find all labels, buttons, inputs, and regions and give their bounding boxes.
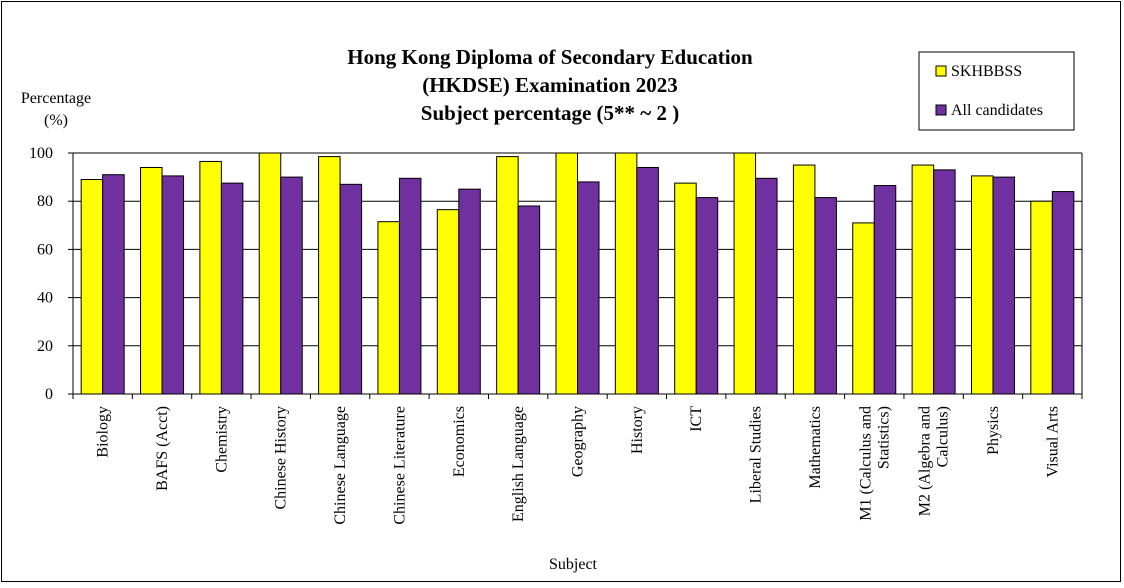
x-category-label-line: Chinese History xyxy=(273,406,290,510)
x-category-label-line: BAFS (Acct) xyxy=(154,406,171,491)
x-category-label-line: Biology xyxy=(95,406,112,458)
x-category-label: Chinese Literature xyxy=(391,406,408,525)
x-category-label: M2 (Algebra and Calculus) xyxy=(917,406,952,516)
x-category-label: History xyxy=(629,406,646,454)
bar xyxy=(577,181,600,395)
bar xyxy=(1051,191,1075,395)
chart-title-line: Subject percentage (5** ~ 2 ) xyxy=(421,101,679,125)
legend-swatch xyxy=(935,65,947,77)
bar xyxy=(517,205,541,395)
bar xyxy=(436,209,460,395)
bar xyxy=(398,177,422,395)
x-category-label: BAFS (Acct) xyxy=(154,406,171,491)
bar xyxy=(674,182,697,395)
bar xyxy=(992,176,1015,395)
bar xyxy=(933,169,956,395)
x-category-label-line: Chinese Language xyxy=(332,406,349,525)
bar xyxy=(496,156,519,395)
chart-title-line: Hong Kong Diploma of Secondary Education xyxy=(347,45,753,69)
y-tick-label: 20 xyxy=(37,338,53,355)
y-tick-label: 80 xyxy=(37,193,53,210)
x-category-label-line: English Language xyxy=(510,406,527,522)
y-tick-label: 60 xyxy=(37,241,53,258)
x-category-labels: Biology BAFS (Acct) Chemistry Chinese Histo… xyxy=(95,406,1062,525)
x-category-label-line: Calculus) xyxy=(935,406,952,467)
x-category-label: M1 (Calculus and Statistics) xyxy=(857,406,892,521)
x-category-label-line: Physics xyxy=(985,406,1002,455)
bar xyxy=(80,179,104,395)
bar xyxy=(970,175,994,395)
x-category-label-line: Visual Arts xyxy=(1044,406,1061,477)
chart-title-line: (HKDSE) Examination 2023 xyxy=(422,73,678,97)
bar xyxy=(733,152,757,395)
x-category-label-line: History xyxy=(629,406,646,454)
axes xyxy=(68,152,1083,399)
bar xyxy=(755,177,778,395)
bar xyxy=(911,164,935,395)
x-category-label: Economics xyxy=(451,406,468,477)
bar xyxy=(792,164,816,395)
y-tick-label: 40 xyxy=(37,290,53,307)
bar xyxy=(258,152,282,395)
x-category-label-line: Statistics) xyxy=(875,406,892,469)
x-category-label-line: Geography xyxy=(570,406,587,477)
bar xyxy=(555,152,578,395)
x-category-label-line: Liberal Studies xyxy=(748,406,765,503)
x-category-label-line: Chinese Literature xyxy=(391,406,408,525)
legend: SKHBBSS All candidates xyxy=(918,51,1075,131)
x-category-label: Mathematics xyxy=(807,406,824,489)
y-axis-label: Percentage (%) xyxy=(21,90,91,129)
bar xyxy=(614,152,638,395)
bar xyxy=(814,197,837,395)
bar xyxy=(695,197,719,395)
bar xyxy=(873,185,897,395)
x-category-label-line: Chemistry xyxy=(213,406,230,473)
x-category-label: Liberal Studies xyxy=(748,406,765,503)
x-category-label: Chemistry xyxy=(213,406,230,473)
x-category-label: Chinese History xyxy=(273,406,290,510)
bar xyxy=(102,174,125,395)
x-axis-label: Subject xyxy=(549,556,598,573)
legend-swatch xyxy=(935,104,947,116)
bar xyxy=(220,182,244,395)
x-category-label-line: ICT xyxy=(688,406,705,432)
bar xyxy=(377,221,400,395)
y-axis-label-line: (%) xyxy=(44,112,68,129)
x-category-label: Biology xyxy=(95,406,112,458)
x-category-label: Chinese Language xyxy=(332,406,349,525)
y-tick-label: 0 xyxy=(45,386,53,403)
bars xyxy=(80,152,1075,395)
y-tick-label: 100 xyxy=(29,145,53,162)
legend-label: SKHBBSS xyxy=(951,63,1022,80)
bar xyxy=(140,166,163,395)
bar xyxy=(852,222,875,395)
x-category-label-line: M1 (Calculus and xyxy=(857,406,874,521)
y-tick-labels: 0 20 40 60 80 100 xyxy=(29,145,53,403)
bar xyxy=(199,160,222,395)
chart-title: Hong Kong Diploma of Secondary Education… xyxy=(347,45,753,125)
bar xyxy=(280,176,303,395)
x-category-label-line: M2 (Algebra and xyxy=(917,406,934,516)
x-category-label: Visual Arts xyxy=(1044,406,1061,477)
y-axis-label-line: Percentage xyxy=(21,90,91,107)
bar xyxy=(458,188,481,395)
x-category-label: Physics xyxy=(985,406,1002,455)
x-category-label: English Language xyxy=(510,406,527,522)
x-category-label: Geography xyxy=(570,406,587,477)
bar xyxy=(161,175,185,395)
x-category-label-line: Mathematics xyxy=(807,406,824,489)
legend-label: All candidates xyxy=(951,102,1043,119)
bar xyxy=(1030,200,1053,395)
x-category-label: ICT xyxy=(688,406,705,432)
legend-box xyxy=(918,51,1075,131)
x-category-label-line: Economics xyxy=(451,406,468,477)
bar xyxy=(339,183,363,395)
bar xyxy=(636,166,659,395)
bar xyxy=(318,156,341,395)
